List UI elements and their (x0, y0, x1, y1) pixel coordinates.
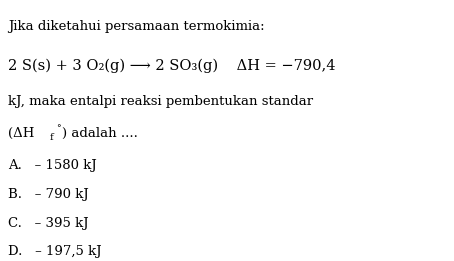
Text: 2 S(s) + 3 O₂(g) ⟶ 2 SO₃(g)    ΔH = −790,4: 2 S(s) + 3 O₂(g) ⟶ 2 SO₃(g) ΔH = −790,4 (8, 59, 336, 73)
Text: °: ° (56, 124, 61, 133)
Text: ) adalah ....: ) adalah .... (62, 127, 138, 140)
Text: (ΔH: (ΔH (8, 127, 35, 140)
Text: Jika diketahui persamaan termokimia:: Jika diketahui persamaan termokimia: (8, 20, 265, 33)
Text: B.   – 790 kJ: B. – 790 kJ (8, 188, 89, 201)
Text: C.   – 395 kJ: C. – 395 kJ (8, 217, 89, 230)
Text: f: f (50, 133, 54, 142)
Text: A.   – 1580 kJ: A. – 1580 kJ (8, 159, 97, 172)
Text: kJ, maka entalpi reaksi pembentukan standar: kJ, maka entalpi reaksi pembentukan stan… (8, 95, 313, 108)
Text: D.   – 197,5 kJ: D. – 197,5 kJ (8, 245, 102, 258)
